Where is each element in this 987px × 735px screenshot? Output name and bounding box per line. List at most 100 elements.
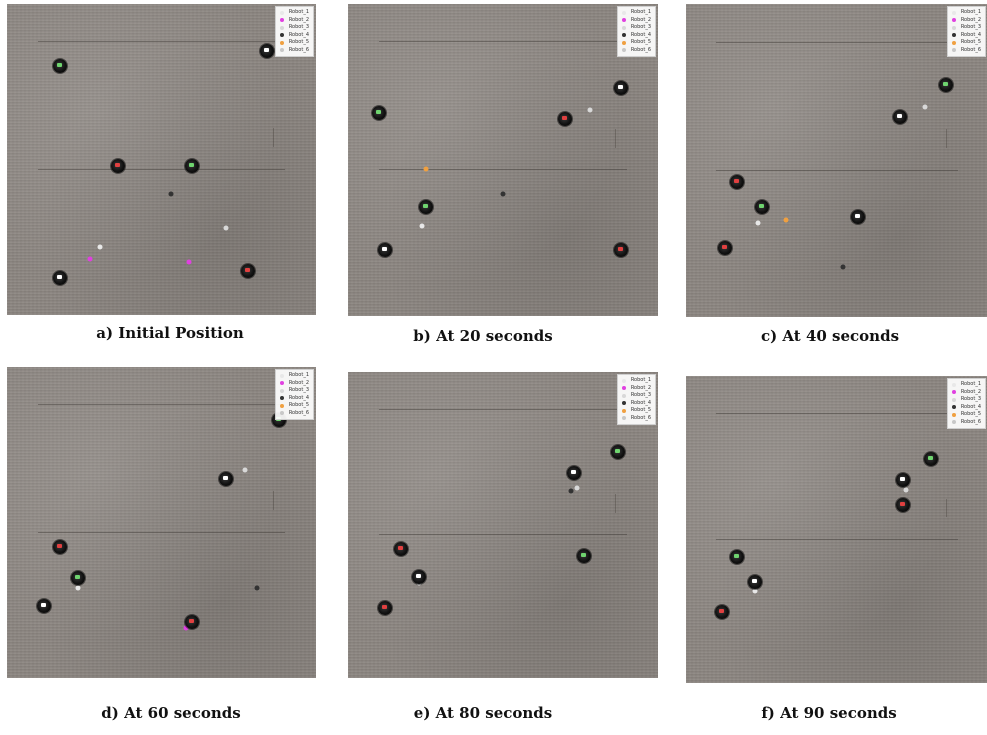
snapshot-panel: Robot_1 Robot_2 Robot_3 Robot_4 Robot_5 Robot… bbox=[686, 376, 987, 683]
legend-label: Robot_4 bbox=[630, 31, 651, 38]
legend-entry: Robot_4 bbox=[279, 394, 309, 403]
legend-entry: Robot_4 bbox=[951, 403, 981, 412]
legend-entry: Robot_5 bbox=[621, 39, 651, 47]
legend-entry: Robot_1 bbox=[951, 9, 981, 17]
legend-label: Robot_1 bbox=[630, 377, 651, 383]
legend-swatch bbox=[621, 386, 626, 391]
robot-icon bbox=[185, 158, 200, 173]
legend-label: Robot_3 bbox=[960, 24, 981, 30]
legend-label: Robot_2 bbox=[288, 16, 309, 23]
robot-icon bbox=[259, 43, 274, 58]
legend-label: Robot_6 bbox=[960, 418, 981, 425]
legend-swatch bbox=[279, 33, 284, 38]
legend: Robot_1 Robot_2 Robot_3 Robot_4 Robot_5 Robot… bbox=[274, 369, 314, 420]
legend-swatch bbox=[951, 33, 956, 38]
legend-label: Robot_6 bbox=[960, 46, 981, 53]
floor-seam bbox=[379, 41, 627, 43]
floor-seam bbox=[945, 498, 947, 518]
floor-seam bbox=[379, 408, 627, 410]
target-marker bbox=[922, 104, 928, 110]
legend-entry: Robot_1 bbox=[279, 9, 309, 17]
legend-entry: Robot_1 bbox=[621, 377, 651, 385]
robot-icon bbox=[52, 270, 67, 285]
robot-icon bbox=[923, 451, 938, 466]
robot-icon bbox=[896, 497, 911, 512]
legend-swatch bbox=[621, 48, 626, 53]
robot-icon bbox=[718, 241, 733, 256]
legend-entry: Robot_5 bbox=[279, 402, 309, 410]
target-marker bbox=[168, 191, 174, 197]
floor-seam bbox=[379, 169, 627, 171]
legend: Robot_1 Robot_2 Robot_3 Robot_4 Robot_5 Robot… bbox=[616, 6, 656, 57]
legend-entry: Robot_1 bbox=[621, 9, 651, 17]
target-marker bbox=[755, 220, 761, 226]
legend-label: Robot_1 bbox=[288, 9, 309, 15]
legend-entry: Robot_6 bbox=[621, 414, 651, 423]
legend-label: Robot_5 bbox=[288, 402, 309, 408]
legend-label: Robot_4 bbox=[288, 394, 309, 401]
legend-label: Robot_3 bbox=[288, 24, 309, 30]
legend-entry: Robot_2 bbox=[279, 379, 309, 388]
legend-swatch bbox=[951, 48, 956, 53]
legend-swatch bbox=[621, 33, 626, 38]
legend-label: Robot_6 bbox=[288, 409, 309, 416]
legend-label: Robot_2 bbox=[630, 16, 651, 23]
legend-swatch bbox=[951, 18, 956, 23]
legend-entry: Robot_2 bbox=[279, 16, 309, 25]
legend-label: Robot_1 bbox=[288, 372, 309, 378]
panel-caption: e) At 80 seconds bbox=[413, 704, 553, 722]
legend-entry: Robot_4 bbox=[279, 31, 309, 40]
robot-icon bbox=[893, 109, 908, 124]
panel-caption: b) At 20 seconds bbox=[413, 327, 553, 345]
target-marker bbox=[254, 585, 260, 591]
target-marker bbox=[97, 244, 103, 250]
robot-icon bbox=[52, 540, 67, 555]
legend-label: Robot_6 bbox=[630, 414, 651, 421]
target-marker bbox=[423, 166, 428, 172]
robot-icon bbox=[372, 106, 386, 121]
legend-entry: Robot_3 bbox=[621, 392, 651, 400]
legend-swatch bbox=[951, 420, 956, 425]
legend-swatch bbox=[279, 40, 284, 45]
target-marker bbox=[183, 625, 189, 631]
floor-seam bbox=[614, 494, 616, 513]
floor-seam bbox=[716, 41, 958, 43]
legend-swatch bbox=[951, 10, 956, 15]
legend-entry: Robot_4 bbox=[621, 31, 651, 40]
floor-photo: Robot_1 Robot_2 Robot_3 Robot_4 Robot_5 Robot… bbox=[686, 376, 987, 683]
floor-seam bbox=[716, 412, 958, 414]
legend-label: Robot_1 bbox=[960, 381, 981, 387]
legend-label: Robot_4 bbox=[960, 403, 981, 410]
legend-entry: Robot_6 bbox=[279, 409, 309, 418]
legend-entry: Robot_6 bbox=[951, 46, 981, 55]
legend-swatch bbox=[279, 396, 284, 401]
legend-entry: Robot_6 bbox=[951, 418, 981, 427]
robot-icon bbox=[610, 444, 625, 459]
robot-icon bbox=[567, 465, 582, 480]
legend-label: Robot_2 bbox=[288, 379, 309, 386]
legend-entry: Robot_3 bbox=[951, 396, 981, 404]
legend-entry: Robot_3 bbox=[621, 24, 651, 32]
robot-icon bbox=[715, 605, 730, 620]
legend-entry: Robot_2 bbox=[951, 389, 981, 397]
legend-swatch bbox=[621, 408, 626, 413]
legend-label: Robot_4 bbox=[288, 31, 309, 38]
legend-entry: Robot_4 bbox=[951, 32, 981, 40]
legend-entry: Robot_6 bbox=[621, 46, 651, 55]
legend-label: Robot_3 bbox=[630, 24, 651, 30]
robot-icon bbox=[748, 574, 763, 589]
robot-icon bbox=[730, 550, 745, 565]
legend-label: Robot_6 bbox=[630, 46, 651, 53]
floor-seam bbox=[37, 531, 286, 533]
robot-icon bbox=[393, 542, 408, 557]
legend-entry: Robot_5 bbox=[279, 39, 309, 47]
legend-swatch bbox=[951, 390, 956, 395]
legend-label: Robot_5 bbox=[630, 39, 651, 45]
legend-label: Robot_4 bbox=[630, 399, 651, 406]
legend: Robot_1 Robot_2 Robot_3 Robot_4 Robot_5 Robot… bbox=[616, 374, 656, 425]
legend-swatch bbox=[621, 378, 626, 383]
legend-entry: Robot_3 bbox=[279, 387, 309, 395]
target-marker bbox=[574, 485, 580, 491]
legend-entry: Robot_2 bbox=[621, 16, 651, 25]
legend-entry: Robot_1 bbox=[279, 372, 309, 380]
